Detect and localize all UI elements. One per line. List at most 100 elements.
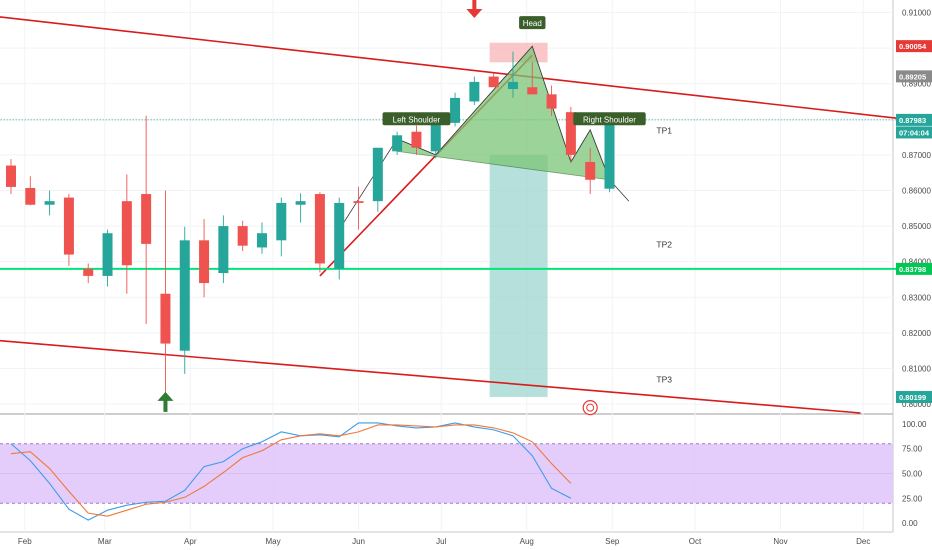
candle-down [83, 268, 94, 276]
candle-down [63, 197, 74, 255]
arrow-shaft [163, 399, 168, 412]
annotation-left-shoulder: Left Shoulder [393, 115, 441, 124]
candle-up [604, 119, 615, 189]
up-arrow-icon [157, 391, 174, 412]
candle-up [392, 135, 403, 152]
event-core [586, 403, 595, 412]
target-label-tp1: TP1 [656, 126, 672, 136]
candle-down [160, 293, 171, 344]
time-axis[interactable]: FebMarAprMayJunJulAugSepOctNovDec2021Feb [18, 537, 932, 546]
time-tick-label: Jul [436, 537, 446, 546]
candle-down [237, 226, 248, 246]
oscillator-tick-label: 100.00 [902, 420, 927, 429]
candle-up [179, 240, 190, 351]
annotation-tag [519, 16, 546, 30]
upper-channel-line[interactable] [0, 16, 932, 123]
annotation-tag [382, 112, 451, 126]
annotation-head: Head [523, 19, 542, 28]
oscillator-panel [0, 422, 893, 521]
oscillator-tick-label: 50.00 [902, 470, 923, 479]
price-label: 0.83798 [899, 265, 926, 274]
time-tick-label: Jun [352, 537, 365, 546]
candle-down [121, 201, 132, 266]
price-label-box [896, 391, 932, 404]
oscillator-tick-label: 0.00 [902, 519, 918, 528]
annotation-tag [573, 112, 646, 126]
event-ring [582, 400, 598, 416]
price-label-box [896, 40, 932, 53]
time-tick-label: Nov [773, 537, 787, 546]
candle-up [372, 147, 383, 202]
annotations: Head Left Shoulder Right Shoulder TP1 TP2 TP3 [157, 0, 672, 416]
stop-zone [489, 42, 548, 63]
price-axis[interactable]: 0.910000.900000.890000.880000.870000.860… [896, 8, 932, 528]
oscillator-tick-label: 25.00 [902, 494, 923, 503]
candle-up [218, 226, 229, 274]
time-tick-label: Feb [18, 537, 32, 546]
candle-down [199, 240, 210, 284]
candle-up [334, 202, 345, 269]
annotation-right-shoulder: Right Shoulder [583, 115, 636, 124]
oscillator-d-line [10, 424, 572, 517]
candle-up [256, 233, 267, 248]
price-label-box [896, 70, 932, 83]
candle-down [411, 131, 422, 148]
candle-up [469, 81, 480, 102]
candle-down [488, 76, 499, 88]
candle-down [141, 194, 152, 244]
candle-down [527, 87, 538, 95]
price-label-box [896, 126, 932, 139]
arrow-shaft [472, 0, 477, 12]
price-label: 07:04:04 [899, 128, 930, 137]
candlestick-series [6, 51, 615, 394]
candle-down [353, 201, 364, 203]
time-tick-label: Aug [520, 537, 534, 546]
candle-up [430, 122, 441, 152]
price-label: 0.90054 [899, 42, 927, 51]
target-label-tp2: TP2 [656, 239, 672, 249]
price-label: 0.89205 [899, 72, 926, 81]
candle-down [565, 112, 576, 155]
candle-down [6, 165, 16, 187]
arrow-head [466, 9, 483, 19]
time-tick-label: May [265, 537, 280, 546]
time-tick-label: Apr [184, 537, 197, 546]
candle-up [295, 201, 306, 205]
price-tick-label: 0.87000 [902, 151, 931, 160]
price-label-box [896, 113, 932, 126]
candle-up [507, 81, 518, 90]
price-tick-label: 0.82000 [902, 329, 931, 338]
oscillator-k-line [10, 422, 572, 521]
candle-up [102, 233, 113, 276]
price-tick-label: 0.85000 [902, 222, 931, 231]
lower-channel-line[interactable] [0, 339, 861, 414]
time-tick-label: Dec [856, 537, 870, 546]
candle-down [314, 194, 325, 264]
candle-up [276, 202, 287, 241]
target-zone [489, 154, 548, 397]
target-label-tp3: TP3 [656, 375, 672, 385]
candle-down [25, 187, 36, 205]
price-tick-label: 0.83000 [902, 293, 931, 302]
price-label: 0.87983 [899, 116, 926, 125]
time-tick-label: Mar [98, 537, 112, 546]
price-tick-label: 0.80000 [902, 400, 931, 409]
price-label: 0.80199 [899, 393, 926, 402]
price-label-box [896, 262, 932, 275]
price-tick-label: 0.89000 [902, 80, 931, 89]
event-marker-icon[interactable] [582, 400, 598, 416]
oscillator-tick-label: 75.00 [902, 445, 923, 454]
arrow-head [157, 391, 174, 401]
price-tick-label: 0.86000 [902, 186, 931, 195]
down-arrow-icon [466, 0, 483, 19]
price-tick-label: 0.84000 [902, 258, 931, 267]
time-tick-label: Sep [605, 537, 620, 546]
price-tick-label: 0.81000 [902, 364, 931, 373]
candle-down [585, 161, 596, 180]
time-tick-label: Oct [689, 537, 702, 546]
candle-up [44, 201, 55, 205]
candle-up [450, 97, 461, 123]
price-tick-label: 0.91000 [902, 8, 931, 17]
candle-down [546, 94, 557, 109]
